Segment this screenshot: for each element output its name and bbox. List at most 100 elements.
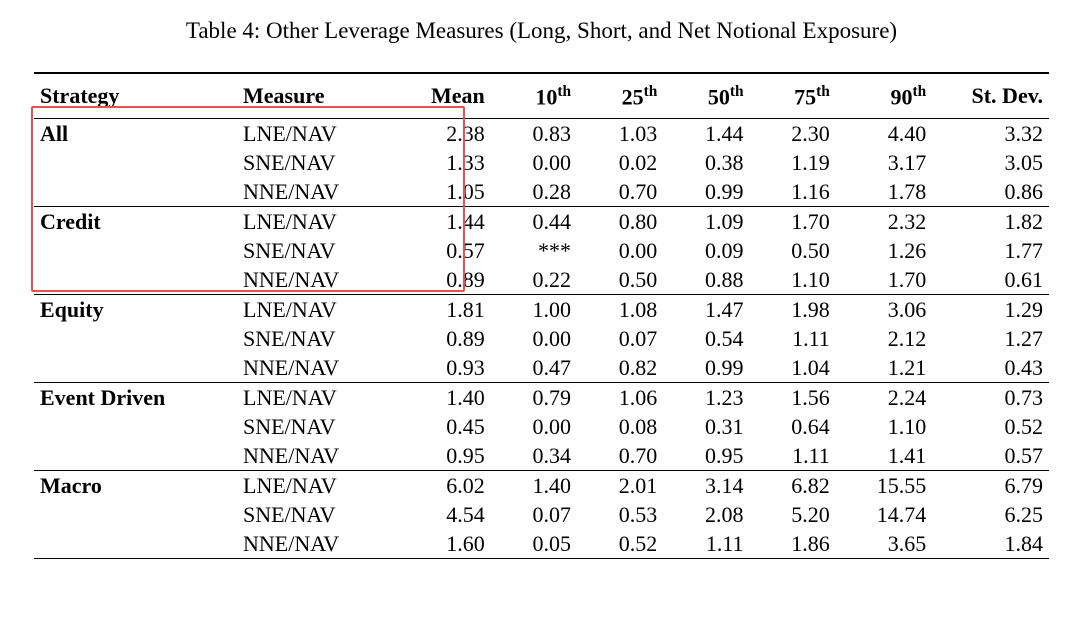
cell-p90: 2.32: [836, 207, 932, 237]
cell-p25: 0.82: [577, 353, 663, 383]
cell-p50: 0.31: [663, 412, 749, 441]
cell-mean: 0.89: [394, 265, 490, 295]
cell-std: 0.86: [932, 177, 1049, 207]
cell-p75: 1.86: [750, 529, 836, 559]
cell-p25: 0.70: [577, 177, 663, 207]
table-row: CreditLNE/NAV1.440.440.801.091.702.321.8…: [34, 207, 1049, 237]
table-row: SNE/NAV0.890.000.070.541.112.121.27: [34, 324, 1049, 353]
cell-p75: 6.82: [750, 471, 836, 501]
cell-p50: 1.11: [663, 529, 749, 559]
cell-p25: 1.03: [577, 119, 663, 149]
cell-p75: 0.64: [750, 412, 836, 441]
cell-std: 1.77: [932, 236, 1049, 265]
table-row: SNE/NAV1.330.000.020.381.193.173.05: [34, 148, 1049, 177]
cell-p25: 0.53: [577, 500, 663, 529]
cell-p10: 0.07: [491, 500, 577, 529]
cell-p75: 5.20: [750, 500, 836, 529]
cell-p75: 1.11: [750, 324, 836, 353]
cell-mean: 1.40: [394, 383, 490, 413]
cell-mean: 2.38: [394, 119, 490, 149]
cell-p10: 0.47: [491, 353, 577, 383]
cell-p10: 1.00: [491, 295, 577, 325]
cell-p75: 0.50: [750, 236, 836, 265]
cell-strategy: [34, 412, 237, 441]
cell-measure: LNE/NAV: [237, 207, 394, 237]
cell-strategy: All: [34, 119, 237, 149]
cell-p90: 3.06: [836, 295, 932, 325]
cell-p75: 2.30: [750, 119, 836, 149]
cell-strategy: [34, 265, 237, 295]
cell-strategy: Equity: [34, 295, 237, 325]
cell-std: 0.43: [932, 353, 1049, 383]
col-mean: Mean: [394, 73, 490, 119]
table-row: SNE/NAV0.450.000.080.310.641.100.52: [34, 412, 1049, 441]
cell-std: 0.61: [932, 265, 1049, 295]
cell-strategy: Credit: [34, 207, 237, 237]
cell-std: 0.73: [932, 383, 1049, 413]
cell-p90: 1.21: [836, 353, 932, 383]
col-p75: 75th: [750, 73, 836, 119]
col-p50: 50th: [663, 73, 749, 119]
cell-p10: 0.44: [491, 207, 577, 237]
cell-measure: LNE/NAV: [237, 383, 394, 413]
page-container: { "caption": "Table 4: Other Leverage Me…: [0, 0, 1083, 626]
cell-measure: NNE/NAV: [237, 353, 394, 383]
cell-p90: 1.10: [836, 412, 932, 441]
table-caption: Table 4: Other Leverage Measures (Long, …: [34, 18, 1049, 44]
cell-p10: 0.00: [491, 148, 577, 177]
cell-p75: 1.10: [750, 265, 836, 295]
cell-measure: SNE/NAV: [237, 500, 394, 529]
cell-p90: 3.17: [836, 148, 932, 177]
cell-p10: ***: [491, 236, 577, 265]
cell-p25: 1.08: [577, 295, 663, 325]
cell-measure: NNE/NAV: [237, 265, 394, 295]
cell-p90: 3.65: [836, 529, 932, 559]
cell-std: 6.25: [932, 500, 1049, 529]
cell-p10: 0.00: [491, 412, 577, 441]
cell-p90: 1.26: [836, 236, 932, 265]
cell-std: 3.32: [932, 119, 1049, 149]
cell-measure: NNE/NAV: [237, 177, 394, 207]
cell-strategy: [34, 500, 237, 529]
cell-p50: 0.09: [663, 236, 749, 265]
cell-std: 0.57: [932, 441, 1049, 471]
cell-measure: LNE/NAV: [237, 295, 394, 325]
cell-mean: 1.60: [394, 529, 490, 559]
cell-p25: 0.52: [577, 529, 663, 559]
leverage-table: Strategy Measure Mean 10th 25th 50th 75t…: [34, 72, 1049, 559]
cell-p90: 1.78: [836, 177, 932, 207]
cell-p75: 1.70: [750, 207, 836, 237]
cell-std: 3.05: [932, 148, 1049, 177]
cell-p10: 0.05: [491, 529, 577, 559]
cell-p25: 2.01: [577, 471, 663, 501]
cell-p75: 1.11: [750, 441, 836, 471]
cell-p50: 1.47: [663, 295, 749, 325]
table-row: EquityLNE/NAV1.811.001.081.471.983.061.2…: [34, 295, 1049, 325]
table-row: NNE/NAV0.930.470.820.991.041.210.43: [34, 353, 1049, 383]
cell-p75: 1.56: [750, 383, 836, 413]
table-row: MacroLNE/NAV6.021.402.013.146.8215.556.7…: [34, 471, 1049, 501]
cell-p75: 1.98: [750, 295, 836, 325]
cell-p25: 0.70: [577, 441, 663, 471]
cell-p90: 1.41: [836, 441, 932, 471]
cell-p10: 0.79: [491, 383, 577, 413]
cell-mean: 4.54: [394, 500, 490, 529]
cell-p90: 14.74: [836, 500, 932, 529]
cell-p50: 0.99: [663, 177, 749, 207]
cell-p10: 0.00: [491, 324, 577, 353]
cell-measure: SNE/NAV: [237, 148, 394, 177]
cell-p10: 0.22: [491, 265, 577, 295]
cell-p25: 0.02: [577, 148, 663, 177]
cell-p10: 0.34: [491, 441, 577, 471]
cell-p25: 0.07: [577, 324, 663, 353]
cell-p50: 1.44: [663, 119, 749, 149]
cell-std: 1.84: [932, 529, 1049, 559]
cell-p90: 4.40: [836, 119, 932, 149]
cell-p10: 0.83: [491, 119, 577, 149]
cell-p50: 0.38: [663, 148, 749, 177]
cell-strategy: [34, 148, 237, 177]
cell-mean: 0.93: [394, 353, 490, 383]
col-strategy: Strategy: [34, 73, 237, 119]
table-header-row: Strategy Measure Mean 10th 25th 50th 75t…: [34, 73, 1049, 119]
cell-p75: 1.16: [750, 177, 836, 207]
